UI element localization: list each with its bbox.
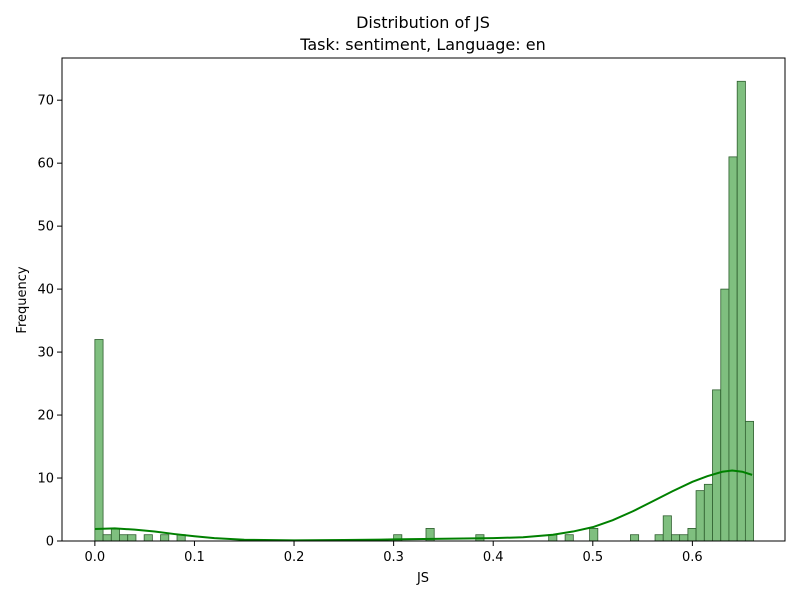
y-tick-label: 20 [37,409,54,424]
plot-frame [61,57,786,542]
y-axis-ticks: 0 10 20 30 40 50 60 70 [37,94,62,550]
x-tick-label: 0.5 [582,550,603,565]
histogram-bar [160,534,170,542]
histogram-bar [654,534,664,542]
y-tick-label: 70 [37,94,54,109]
histogram-bar [110,528,120,542]
y-tick-label: 10 [37,472,54,487]
y-tick-label: 30 [37,346,54,361]
histogram-bar [143,534,153,542]
histogram-bar [679,534,689,542]
x-tick-label: 0.6 [682,550,703,565]
histogram-bar [94,339,104,542]
chart-subtitle: Task: sentiment, Language: en [299,35,545,54]
histogram-bar [720,288,730,542]
histogram-bar [564,534,574,542]
histogram-bar [127,534,137,542]
histogram-bar [102,534,112,542]
y-tick-label: 40 [37,283,54,298]
histogram-bar [119,534,129,542]
histogram-bar [662,515,672,542]
y-tick-label: 50 [37,220,54,235]
kde-curve [94,469,753,542]
x-tick-label: 0.0 [85,550,106,565]
y-tick-label: 0 [46,535,54,550]
y-tick-label: 60 [37,157,54,172]
x-axis-ticks: 0.0 0.1 0.2 0.3 0.4 0.5 0.6 [85,541,703,565]
x-tick-label: 0.4 [483,550,504,565]
x-tick-label: 0.2 [284,550,305,565]
chart-title: Distribution of JS [356,13,490,32]
histogram-bar [703,483,713,542]
x-tick-label: 0.1 [184,550,205,565]
histogram-bar [728,156,738,542]
histogram-bar [630,534,640,542]
y-axis-label: Frequency [15,266,30,333]
histogram-bar [671,534,681,542]
x-axis-label: JS [416,571,429,586]
histogram-bar [695,490,705,542]
histogram-bar [687,528,697,542]
x-tick-label: 0.3 [383,550,404,565]
histogram-bars [94,80,754,542]
histogram-bar [589,528,599,542]
histogram-bar [712,389,722,542]
histogram-bar [744,420,754,542]
